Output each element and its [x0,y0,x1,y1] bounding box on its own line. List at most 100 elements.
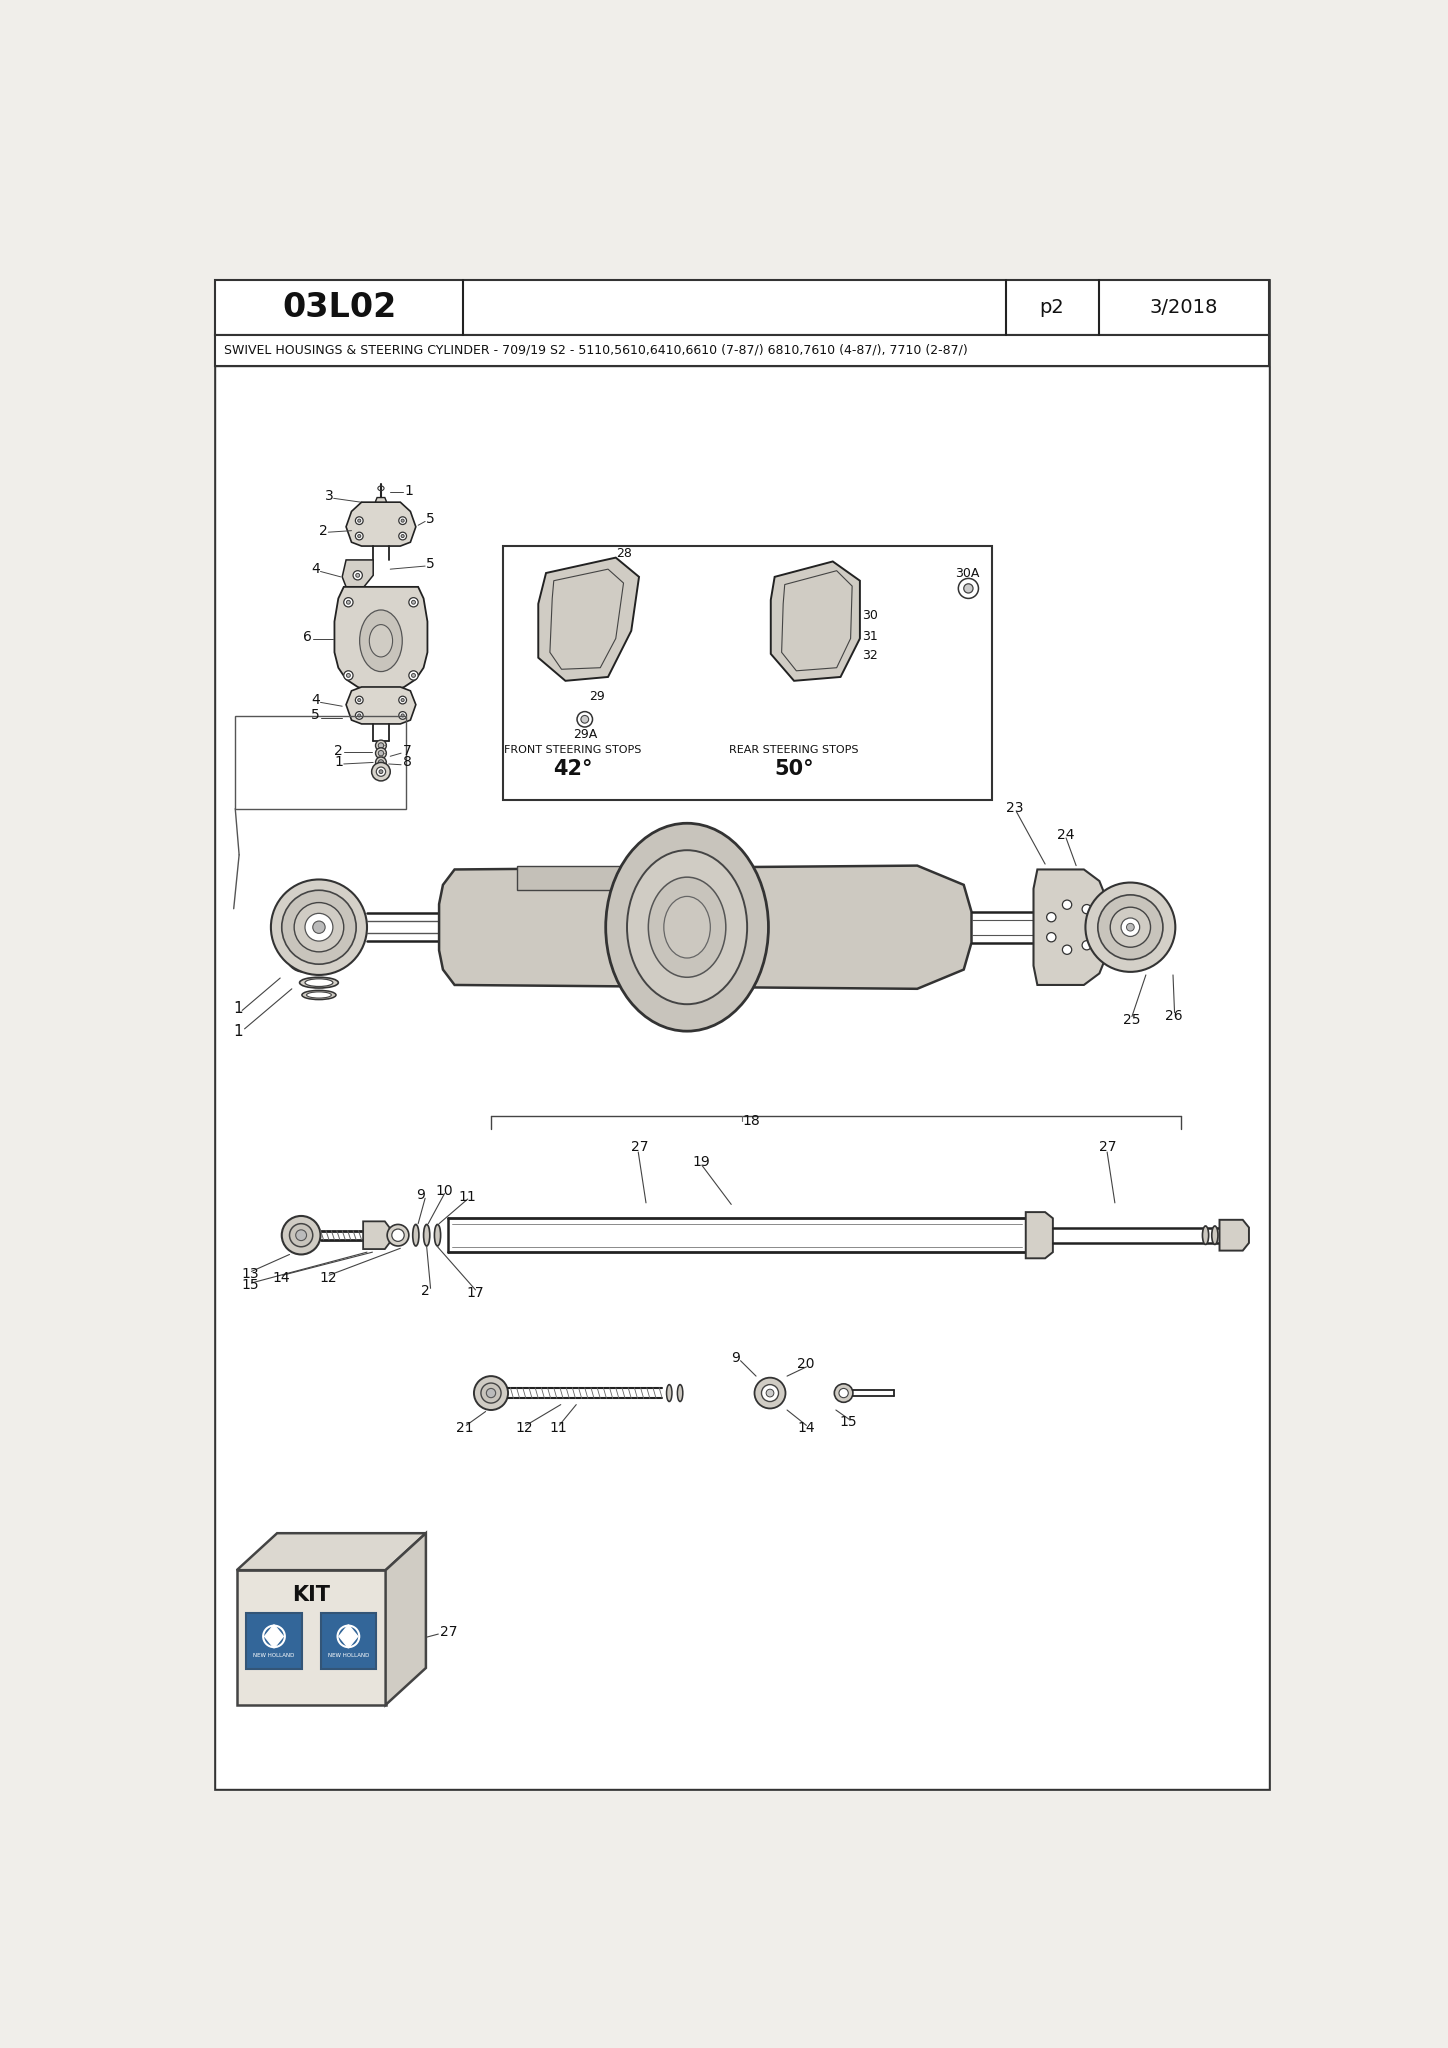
Circle shape [1086,883,1176,973]
Text: REAR STEERING STOPS: REAR STEERING STOPS [730,745,859,756]
Circle shape [1090,922,1100,932]
Text: 4: 4 [311,561,320,575]
Bar [320,1614,376,1669]
Text: 2: 2 [334,743,343,758]
Circle shape [959,578,979,598]
Circle shape [358,518,361,522]
Circle shape [401,518,404,522]
Text: 23: 23 [1006,801,1024,815]
Text: 14: 14 [272,1270,290,1284]
Text: 27: 27 [1099,1139,1116,1153]
Text: 9: 9 [417,1188,426,1202]
Circle shape [282,891,356,965]
Circle shape [355,696,363,705]
Ellipse shape [666,1384,672,1401]
Circle shape [398,696,407,705]
Ellipse shape [663,897,711,958]
Circle shape [376,768,385,776]
Text: 14: 14 [798,1421,815,1436]
Bar [504,547,992,801]
Circle shape [1063,944,1072,954]
Bar [246,1614,301,1669]
Ellipse shape [627,850,747,1004]
Circle shape [576,711,592,727]
Circle shape [401,535,404,537]
Circle shape [754,1378,785,1409]
Text: 1: 1 [334,756,343,770]
Ellipse shape [678,1384,683,1401]
Text: 5: 5 [426,512,434,526]
Text: 25: 25 [1122,1012,1140,1026]
Circle shape [838,1389,849,1397]
Text: NEW HOLLAND: NEW HOLLAND [327,1653,369,1659]
Text: 27: 27 [630,1139,649,1153]
Circle shape [298,911,308,922]
Ellipse shape [306,979,333,987]
Circle shape [287,938,320,973]
Ellipse shape [413,1225,418,1245]
Circle shape [378,750,384,756]
Ellipse shape [1202,1227,1209,1245]
Polygon shape [265,1624,284,1649]
Text: NEW HOLLAND: NEW HOLLAND [253,1653,295,1659]
Circle shape [766,1389,773,1397]
Text: 6: 6 [304,631,313,643]
Ellipse shape [301,991,336,999]
Polygon shape [237,1534,426,1571]
Text: 11: 11 [549,1421,566,1436]
Text: 15: 15 [242,1278,259,1292]
Text: 1: 1 [233,1024,243,1038]
Circle shape [408,598,418,606]
Circle shape [392,1229,404,1241]
Ellipse shape [649,877,725,977]
Circle shape [343,598,353,606]
Polygon shape [517,866,686,891]
Circle shape [398,516,407,524]
Polygon shape [1219,1221,1250,1251]
Text: 30: 30 [862,608,877,623]
Text: 12: 12 [515,1421,533,1436]
Circle shape [375,739,387,752]
Circle shape [387,1225,408,1245]
Text: 12: 12 [319,1270,336,1284]
Text: 42°: 42° [553,760,592,780]
Text: 2: 2 [319,524,327,539]
Circle shape [378,760,384,766]
Text: 5: 5 [426,557,434,571]
Circle shape [355,711,363,719]
Circle shape [411,674,416,678]
Ellipse shape [1212,1227,1218,1245]
Polygon shape [339,1624,358,1649]
Circle shape [834,1384,853,1403]
Text: 3: 3 [326,489,334,504]
Circle shape [401,698,404,702]
Circle shape [356,573,359,578]
Polygon shape [334,588,427,690]
Polygon shape [439,866,972,989]
Circle shape [398,532,407,541]
Text: FRONT STEERING STOPS: FRONT STEERING STOPS [504,745,641,756]
Circle shape [295,1229,307,1241]
Polygon shape [1034,870,1108,985]
Circle shape [343,672,353,680]
Text: 17: 17 [466,1286,484,1300]
Circle shape [292,905,314,928]
Circle shape [762,1384,779,1401]
Ellipse shape [307,991,332,997]
Circle shape [358,715,361,717]
Circle shape [481,1382,501,1403]
Circle shape [1047,932,1056,942]
Circle shape [375,748,387,758]
Polygon shape [363,1221,390,1249]
Polygon shape [539,557,639,680]
Ellipse shape [369,625,392,657]
Text: 20: 20 [798,1356,815,1370]
Text: 13: 13 [242,1268,259,1280]
Ellipse shape [287,950,320,958]
Ellipse shape [605,823,769,1030]
Ellipse shape [287,913,320,920]
Circle shape [378,743,384,748]
Text: 1: 1 [233,1001,243,1016]
Bar [216,281,1268,336]
Circle shape [358,698,361,702]
